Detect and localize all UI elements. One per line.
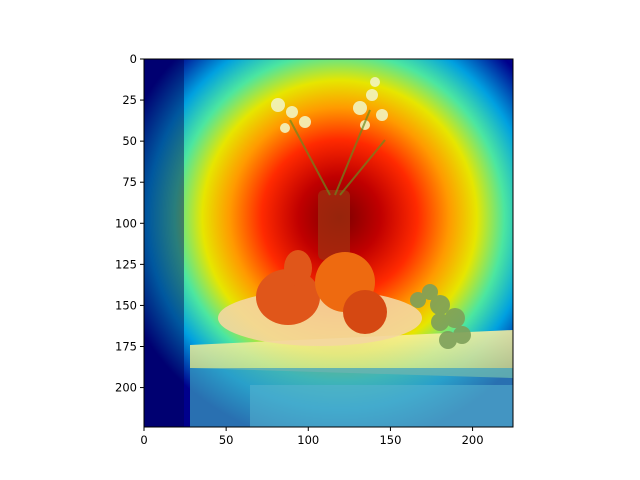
y-tick-label: 125 xyxy=(115,257,137,271)
y-tick-label: 200 xyxy=(115,381,137,395)
x-tick-label: 200 xyxy=(462,433,484,447)
y-tick-label: 75 xyxy=(122,175,137,189)
image-frame xyxy=(143,58,514,428)
x-tick-label: 0 xyxy=(140,433,147,447)
x-axis: 0 50 100 150 200 xyxy=(140,427,484,447)
oranges xyxy=(315,252,387,334)
flower-vase xyxy=(318,190,350,260)
x-tick-label: 150 xyxy=(379,433,401,447)
y-tick-label: 175 xyxy=(115,340,137,354)
grapes xyxy=(410,284,471,349)
y-tick-label: 100 xyxy=(115,216,137,230)
y-tick-label: 150 xyxy=(115,298,137,312)
y-tick-label: 0 xyxy=(130,52,137,66)
y-tick-label: 50 xyxy=(122,134,137,148)
heatmap-image xyxy=(144,59,513,427)
x-tick-label: 100 xyxy=(297,433,319,447)
pears xyxy=(256,250,320,325)
x-tick-label: 50 xyxy=(219,433,234,447)
y-axis: 0 25 50 75 100 125 150 175 200 xyxy=(115,52,144,395)
flowers xyxy=(271,77,388,133)
y-tick-label: 25 xyxy=(122,93,137,107)
table xyxy=(190,330,513,427)
